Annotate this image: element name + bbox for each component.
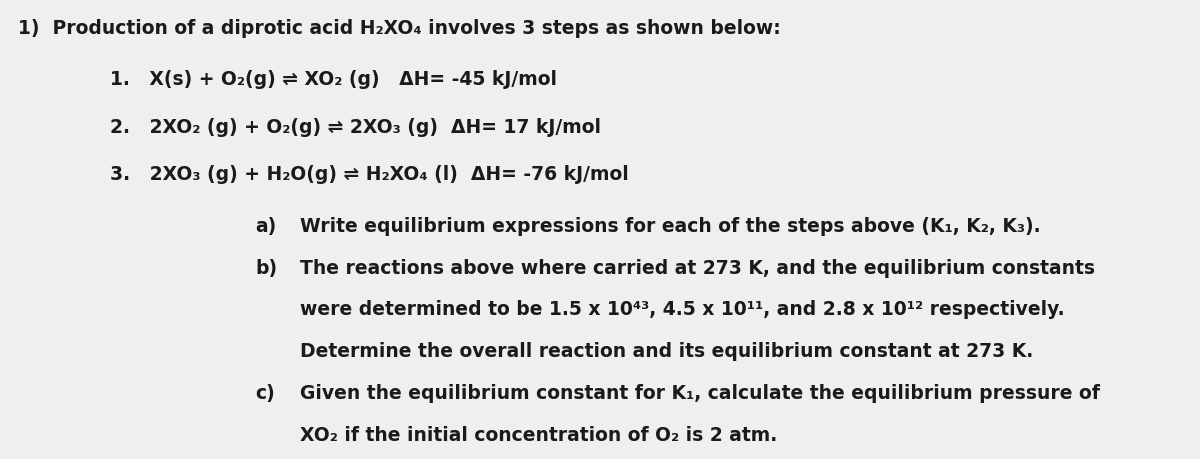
Text: a): a) <box>256 217 276 236</box>
Text: The reactions above where carried at 273 K, and the equilibrium constants: The reactions above where carried at 273… <box>300 258 1096 278</box>
Text: c): c) <box>256 384 275 403</box>
Text: Write equilibrium expressions for each of the steps above (K₁, K₂, K₃).: Write equilibrium expressions for each o… <box>300 217 1040 236</box>
Text: 2.   2XO₂ (g) + O₂(g) ⇌ 2XO₃ (g)  ΔH= 17 kJ/mol: 2. 2XO₂ (g) + O₂(g) ⇌ 2XO₃ (g) ΔH= 17 kJ… <box>110 118 601 137</box>
Text: XO₂ if the initial concentration of O₂ is 2 atm.: XO₂ if the initial concentration of O₂ i… <box>300 426 778 445</box>
Text: Determine the overall reaction and its equilibrium constant at 273 K.: Determine the overall reaction and its e… <box>300 342 1033 361</box>
Text: Given the equilibrium constant for K₁, calculate the equilibrium pressure of: Given the equilibrium constant for K₁, c… <box>300 384 1100 403</box>
Text: 1)  Production of a diprotic acid H₂XO₄ involves 3 steps as shown below:: 1) Production of a diprotic acid H₂XO₄ i… <box>18 19 781 38</box>
Text: b): b) <box>256 258 277 278</box>
Text: were determined to be 1.5 x 10⁴³, 4.5 x 10¹¹, and 2.8 x 10¹² respectively.: were determined to be 1.5 x 10⁴³, 4.5 x … <box>300 300 1064 319</box>
Text: 1.   X(s) + O₂(g) ⇌ XO₂ (g)   ΔH= -45 kJ/mol: 1. X(s) + O₂(g) ⇌ XO₂ (g) ΔH= -45 kJ/mol <box>110 70 557 90</box>
Text: 3.   2XO₃ (g) + H₂O(g) ⇌ H₂XO₄ (l)  ΔH= -76 kJ/mol: 3. 2XO₃ (g) + H₂O(g) ⇌ H₂XO₄ (l) ΔH= -76… <box>110 165 629 185</box>
